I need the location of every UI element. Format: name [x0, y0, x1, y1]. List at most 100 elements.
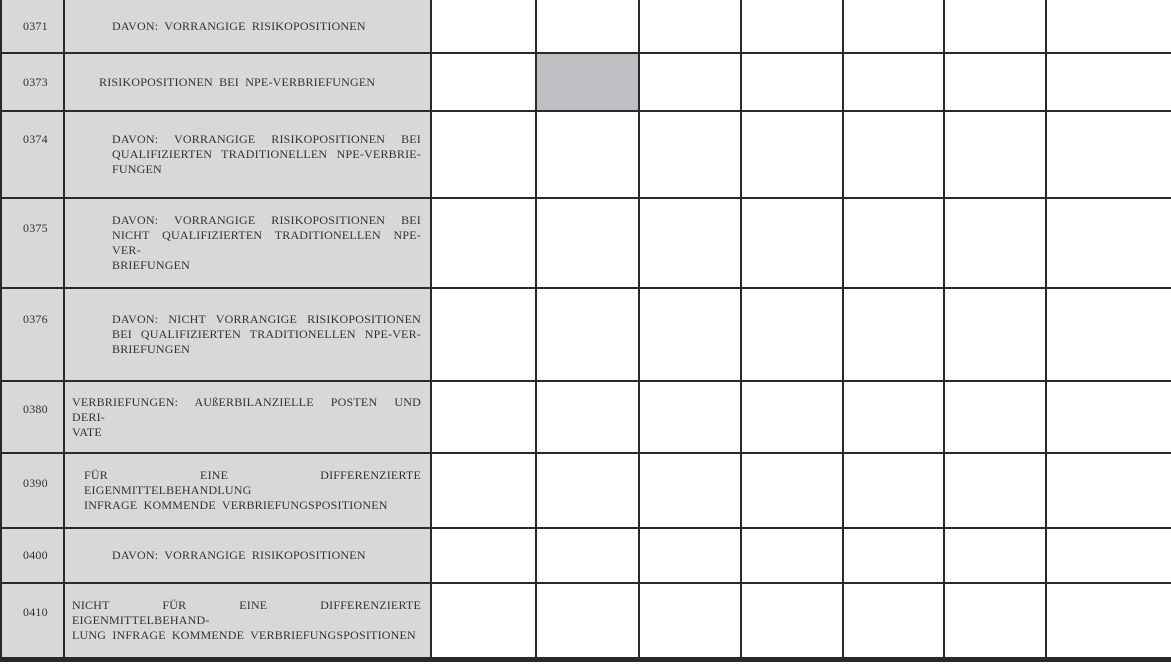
data-cell	[740, 380, 844, 454]
row-label-line: FÜR EINE DIFFERENZIERTE EIGENMITTELBEHAN…	[84, 468, 421, 497]
data-cell	[740, 110, 844, 199]
row-code: 0374	[23, 132, 48, 146]
data-cell	[535, 110, 640, 199]
row-code: 0390	[23, 475, 48, 490]
row-label-line: BEI QUALIFIZIERTEN TRADITIONELLEN NPE-VE…	[112, 327, 421, 341]
data-cell	[842, 380, 945, 454]
row-label-cell: DAVON: VORRANGIGE RISIKOPOSITIONEN	[63, 527, 432, 584]
row-label-line: BRIEFUNGEN	[112, 258, 191, 272]
table-row: 0371 DAVON: VORRANGIGE RISIKOPOSITIONEN	[0, 0, 1171, 54]
data-cell	[1045, 527, 1171, 584]
row-code: 0373	[23, 74, 48, 89]
row-code-cell: 0375	[0, 197, 65, 289]
row-label-line: VERBRIEFUNGEN: AUßERBILANZIELLE POSTEN U…	[72, 394, 421, 424]
row-code-cell: 0400	[0, 527, 65, 584]
row-label-cell: RISIKOPOSITIONEN BEI NPE-VERBRIEFUNGEN	[63, 52, 432, 112]
data-cell	[943, 380, 1047, 454]
row-label-cell: DAVON: NICHT VORRANGIGE RISIKOPOSITIONEN…	[63, 287, 432, 382]
data-cell	[638, 0, 742, 54]
row-label-line: NICHT FÜR EINE DIFFERENZIERTE EIGENMITTE…	[72, 597, 421, 627]
row-label-line: DAVON: NICHT VORRANGIGE RISIKOPOSITIONEN	[112, 312, 421, 326]
data-cell	[430, 0, 537, 54]
row-code-cell: 0390	[0, 452, 65, 529]
row-code: 0376	[23, 312, 48, 326]
row-label-cell: DAVON: VORRANGIGE RISIKOPOSITIONEN	[63, 0, 432, 54]
table-row: 0376 DAVON: NICHT VORRANGIGE RISIKOPOSIT…	[0, 287, 1171, 382]
data-cell	[842, 287, 945, 382]
row-code-cell: 0380	[0, 380, 65, 454]
row-label-line: DAVON: VORRANGIGE RISIKOPOSITIONEN BEI	[112, 213, 421, 227]
data-cell	[535, 527, 640, 584]
data-cell	[638, 380, 742, 454]
data-cell	[1045, 582, 1171, 662]
data-cell	[842, 110, 945, 199]
row-code: 0400	[23, 548, 48, 562]
data-cell	[842, 52, 945, 112]
table-row: 0374 DAVON: VORRANGIGE RISIKOPOSITIONEN …	[0, 110, 1171, 199]
row-label-cell: VERBRIEFUNGEN: AUßERBILANZIELLE POSTEN U…	[63, 380, 432, 454]
row-label-line: DAVON: VORRANGIGE RISIKOPOSITIONEN BEI	[112, 132, 421, 146]
data-cell	[638, 197, 742, 289]
data-cell	[535, 197, 640, 289]
data-cell	[638, 527, 742, 584]
data-cell	[638, 287, 742, 382]
row-label-cell: FÜR EINE DIFFERENZIERTE EIGENMITTELBEHAN…	[63, 452, 432, 529]
row-label-line: RISIKOPOSITIONEN BEI NPE-VERBRIEFUNGEN	[99, 74, 376, 89]
data-cell	[943, 197, 1047, 289]
data-cell	[842, 0, 945, 54]
row-code: 0371	[23, 18, 48, 33]
row-code-cell: 0371	[0, 0, 65, 54]
table-row: 0390 FÜR EINE DIFFERENZIERTE EIGENMITTEL…	[0, 452, 1171, 529]
row-label-cell: DAVON: VORRANGIGE RISIKOPOSITIONEN BEI NI…	[63, 197, 432, 289]
data-cell	[1045, 0, 1171, 54]
data-cell	[430, 110, 537, 199]
data-cell	[1045, 452, 1171, 529]
row-label-cell: NICHT FÜR EINE DIFFERENZIERTE EIGENMITTE…	[63, 582, 432, 662]
data-cell	[943, 287, 1047, 382]
row-code: 0410	[23, 605, 48, 620]
row-code: 0380	[23, 402, 48, 416]
row-label-line: BRIEFUNGEN	[112, 342, 191, 356]
data-cell	[842, 527, 945, 584]
data-cell	[535, 380, 640, 454]
data-cell	[842, 197, 945, 289]
data-cell	[842, 452, 945, 529]
data-cell	[430, 527, 537, 584]
data-cell	[1045, 197, 1171, 289]
data-cell	[740, 197, 844, 289]
data-cell	[842, 582, 945, 662]
data-cell	[943, 582, 1047, 662]
row-code-cell: 0373	[0, 52, 65, 112]
row-label-line: FUNGEN	[112, 162, 162, 176]
data-cell	[943, 0, 1047, 54]
data-cell	[943, 110, 1047, 199]
data-cell	[430, 52, 537, 112]
row-label-line: DAVON: VORRANGIGE RISIKOPOSITIONEN	[112, 548, 366, 562]
data-cell	[535, 582, 640, 662]
data-cell	[943, 52, 1047, 112]
table-row: 0380 VERBRIEFUNGEN: AUßERBILANZIELLE POS…	[0, 380, 1171, 454]
data-cell	[535, 287, 640, 382]
row-label-line: LUNG INFRAGE KOMMENDE VERBRIEFUNGSPOSITI…	[72, 627, 416, 642]
data-cell	[740, 527, 844, 584]
row-label-line: INFRAGE KOMMENDE VERBRIEFUNGSPOSITIONEN	[84, 498, 388, 512]
data-cell	[1045, 110, 1171, 199]
table-row: 0373 RISIKOPOSITIONEN BEI NPE-VERBRIEFUNG…	[0, 52, 1171, 112]
row-code-cell: 0376	[0, 287, 65, 382]
data-cell	[1045, 52, 1171, 112]
data-cell	[638, 452, 742, 529]
data-cell	[943, 452, 1047, 529]
row-label-line: NICHT QUALIFIZIERTEN TRADITIONELLEN NPE-…	[112, 228, 421, 257]
data-cell	[535, 452, 640, 529]
data-cell	[430, 197, 537, 289]
data-cell	[1045, 287, 1171, 382]
data-cell	[535, 0, 640, 54]
highlighted-cell	[535, 52, 640, 112]
data-cell	[430, 452, 537, 529]
data-cell	[740, 52, 844, 112]
row-label-line: VATE	[72, 424, 102, 439]
data-cell	[740, 0, 844, 54]
data-cell	[430, 380, 537, 454]
